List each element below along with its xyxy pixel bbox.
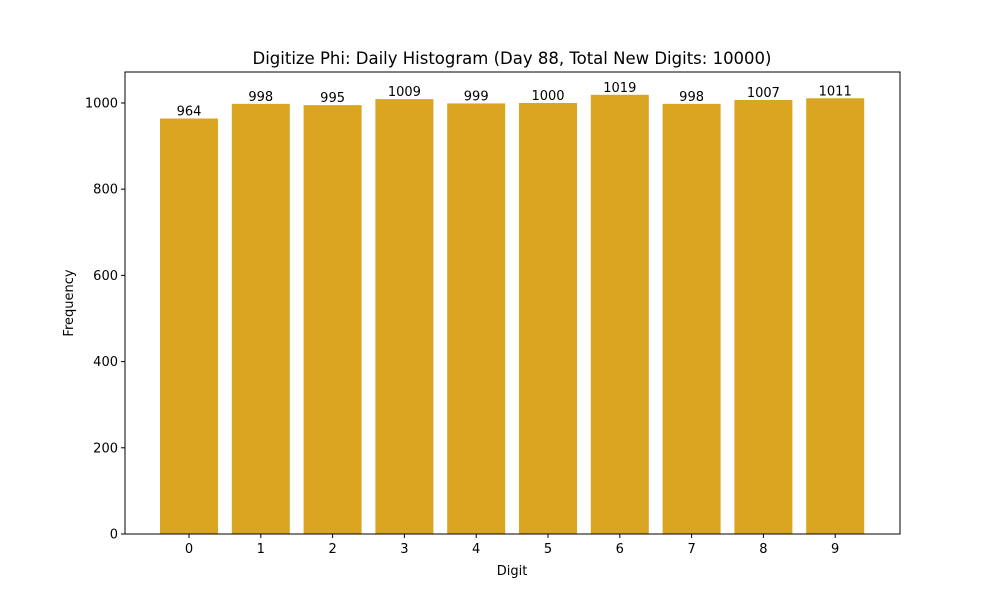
x-tick-label: 5 bbox=[544, 542, 552, 557]
bar-digit-2 bbox=[303, 105, 362, 534]
x-axis-label: Digit bbox=[497, 564, 528, 579]
bar-value-labels: 964 998 995 1009 999 1000 1019 998 1007 1011 bbox=[177, 81, 852, 120]
x-tick-label: 8 bbox=[759, 542, 767, 557]
bar-digit-7 bbox=[662, 103, 721, 534]
bar-value-label: 1011 bbox=[819, 84, 852, 99]
y-tick-label: 0 bbox=[110, 528, 118, 543]
bar-value-label: 999 bbox=[464, 89, 489, 104]
axes-frame bbox=[124, 71, 901, 535]
bar-value-label: 998 bbox=[248, 90, 273, 105]
bar-value-label: 998 bbox=[679, 90, 704, 105]
y-axis-label: Frequency bbox=[62, 269, 77, 336]
chart-title: Digitize Phi: Daily Histogram (Day 88, T… bbox=[253, 49, 772, 68]
x-tick-label: 9 bbox=[831, 542, 839, 557]
bar-digit-0 bbox=[160, 118, 218, 535]
x-tick-label: 6 bbox=[616, 542, 624, 557]
bar-value-label: 995 bbox=[320, 91, 345, 106]
bar-digit-6 bbox=[590, 94, 649, 534]
y-tick-label: 200 bbox=[93, 441, 118, 456]
bar-value-label: 1007 bbox=[747, 86, 780, 101]
y-tick-label: 400 bbox=[93, 355, 118, 370]
y-axis-ticks: 0 200 400 600 800 1000 bbox=[85, 97, 125, 543]
bar-digit-5 bbox=[519, 103, 577, 534]
x-tick-label: 1 bbox=[257, 542, 265, 557]
x-tick-label: 4 bbox=[472, 542, 480, 557]
bar-value-label: 1009 bbox=[388, 85, 421, 100]
x-tick-label: 3 bbox=[400, 542, 408, 557]
bar-value-label: 964 bbox=[177, 105, 202, 120]
bars bbox=[160, 94, 865, 535]
bar-digit-3 bbox=[375, 99, 434, 534]
bar-value-label: 1019 bbox=[603, 81, 636, 96]
bar-digit-1 bbox=[231, 103, 290, 534]
y-tick-label: 600 bbox=[93, 269, 118, 284]
x-axis-ticks: 0 1 2 3 4 5 6 7 8 9 bbox=[185, 534, 839, 557]
bar-digit-4 bbox=[447, 103, 506, 534]
bar-digit-8 bbox=[734, 99, 793, 534]
y-tick-label: 1000 bbox=[85, 97, 118, 112]
y-tick-label: 800 bbox=[93, 183, 118, 198]
bar-value-label: 1000 bbox=[531, 89, 564, 104]
x-tick-label: 0 bbox=[185, 542, 193, 557]
x-tick-label: 7 bbox=[687, 542, 695, 557]
bar-digit-9 bbox=[806, 98, 865, 534]
x-tick-label: 2 bbox=[328, 542, 336, 557]
